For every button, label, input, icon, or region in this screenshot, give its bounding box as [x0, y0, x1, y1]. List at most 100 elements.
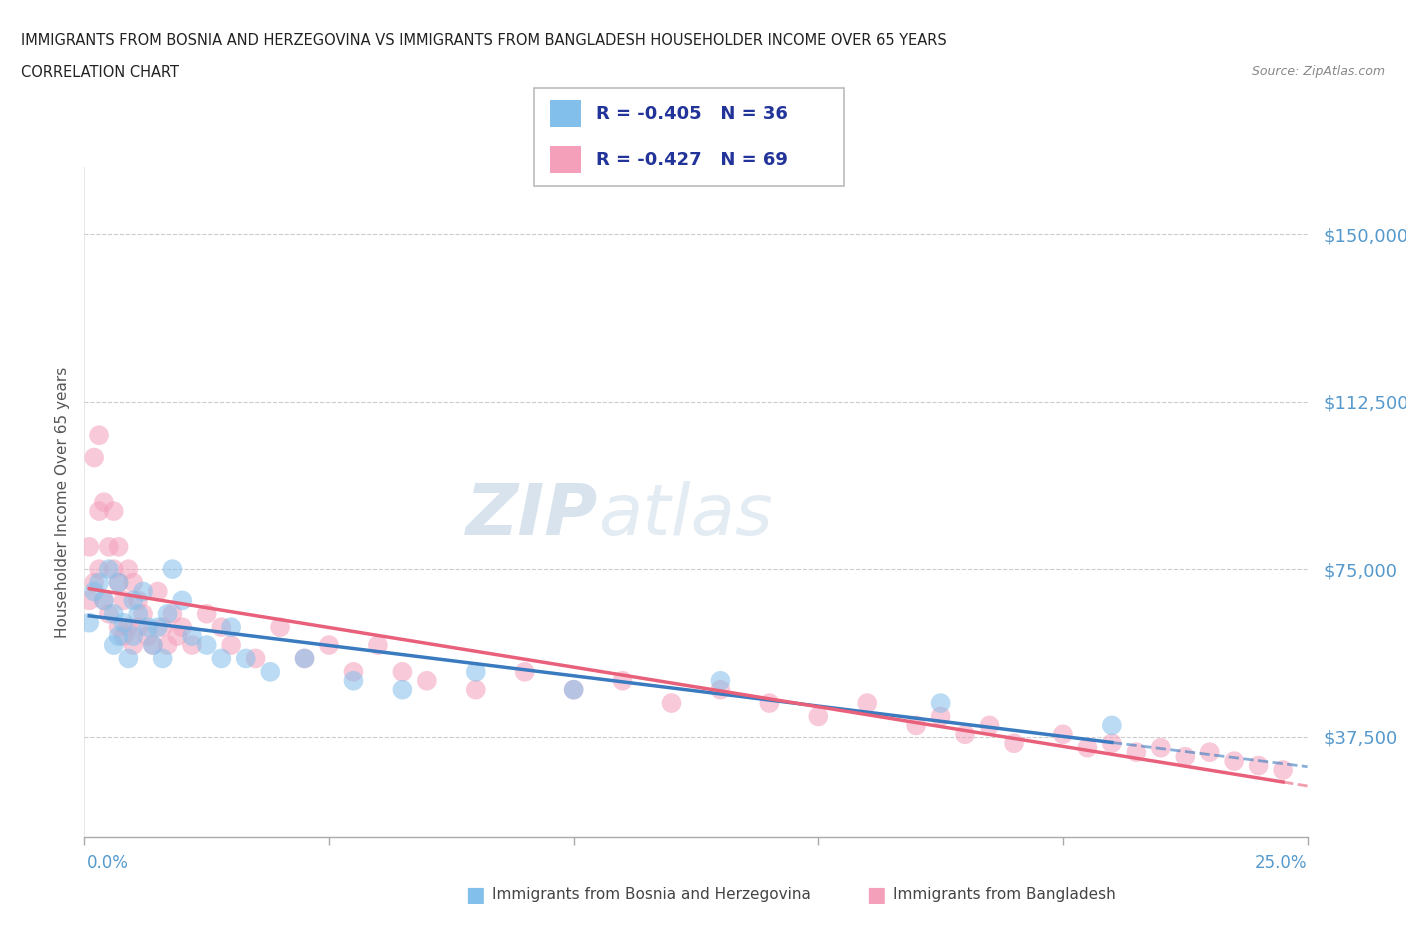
Point — [209, 619, 232, 634]
Point — [1272, 763, 1295, 777]
Text: R = -0.405   N = 36: R = -0.405 N = 36 — [596, 105, 787, 123]
Text: Immigrants from Bangladesh: Immigrants from Bangladesh — [893, 887, 1115, 902]
Point — [117, 619, 139, 634]
Point — [181, 629, 204, 644]
Point — [103, 638, 125, 653]
Point — [162, 562, 184, 577]
Point — [195, 606, 218, 621]
Point — [142, 638, 165, 653]
Point — [318, 638, 340, 653]
Point — [93, 593, 115, 608]
Point — [77, 616, 100, 631]
Point — [127, 619, 149, 634]
Point — [152, 619, 174, 634]
Point — [162, 606, 184, 621]
Point — [709, 683, 731, 698]
Point — [807, 709, 830, 724]
Point — [172, 619, 194, 634]
Point — [259, 664, 281, 679]
Point — [83, 575, 105, 590]
Text: R = -0.427   N = 69: R = -0.427 N = 69 — [596, 151, 787, 168]
Point — [122, 629, 145, 644]
Y-axis label: Householder Income Over 65 years: Householder Income Over 65 years — [55, 366, 70, 638]
Point — [112, 616, 135, 631]
Point — [103, 504, 125, 519]
Point — [87, 428, 110, 443]
Point — [87, 575, 110, 590]
Point — [1125, 745, 1147, 760]
Point — [1223, 753, 1246, 768]
Point — [107, 575, 129, 590]
Point — [112, 593, 135, 608]
Point — [83, 584, 105, 599]
Point — [235, 651, 257, 666]
Point — [136, 629, 159, 644]
Point — [219, 638, 242, 653]
Point — [97, 606, 120, 621]
Point — [127, 593, 149, 608]
Text: atlas: atlas — [598, 481, 773, 550]
Point — [709, 673, 731, 688]
Point — [142, 638, 165, 653]
Point — [391, 664, 413, 679]
Point — [97, 562, 120, 577]
Point — [112, 629, 135, 644]
Point — [77, 539, 100, 554]
Point — [416, 673, 439, 688]
FancyBboxPatch shape — [534, 88, 844, 186]
Point — [562, 683, 585, 698]
Point — [905, 718, 928, 733]
Point — [166, 629, 188, 644]
Point — [107, 619, 129, 634]
Point — [122, 575, 145, 590]
Point — [1247, 758, 1270, 773]
Point — [342, 673, 364, 688]
Point — [103, 606, 125, 621]
Point — [172, 593, 194, 608]
Point — [953, 727, 976, 742]
Point — [1101, 718, 1123, 733]
Point — [156, 606, 179, 621]
Text: 25.0%: 25.0% — [1256, 854, 1308, 872]
Text: CORRELATION CHART: CORRELATION CHART — [21, 65, 179, 80]
Point — [77, 593, 100, 608]
Point — [612, 673, 634, 688]
Point — [367, 638, 389, 653]
Point — [181, 638, 204, 653]
Point — [294, 651, 316, 666]
Point — [87, 504, 110, 519]
Point — [93, 593, 115, 608]
Point — [1174, 750, 1197, 764]
Point — [107, 575, 129, 590]
Point — [1052, 727, 1074, 742]
Point — [117, 651, 139, 666]
Point — [979, 718, 1001, 733]
Point — [107, 629, 129, 644]
Point — [136, 619, 159, 634]
Text: ■: ■ — [465, 884, 485, 905]
Point — [929, 696, 952, 711]
Point — [122, 638, 145, 653]
Point — [146, 619, 169, 634]
Point — [464, 664, 486, 679]
Point — [661, 696, 683, 711]
Point — [219, 619, 242, 634]
Point — [269, 619, 291, 634]
Point — [132, 584, 155, 599]
Point — [117, 562, 139, 577]
Point — [391, 683, 413, 698]
Point — [87, 562, 110, 577]
Point — [97, 539, 120, 554]
Text: Immigrants from Bosnia and Herzegovina: Immigrants from Bosnia and Herzegovina — [492, 887, 811, 902]
Point — [1076, 740, 1098, 755]
Point — [1101, 736, 1123, 751]
Point — [152, 651, 174, 666]
Text: ■: ■ — [866, 884, 886, 905]
Point — [83, 450, 105, 465]
Point — [209, 651, 232, 666]
Point — [464, 683, 486, 698]
Point — [929, 709, 952, 724]
Point — [513, 664, 536, 679]
Point — [127, 606, 149, 621]
Point — [93, 495, 115, 510]
